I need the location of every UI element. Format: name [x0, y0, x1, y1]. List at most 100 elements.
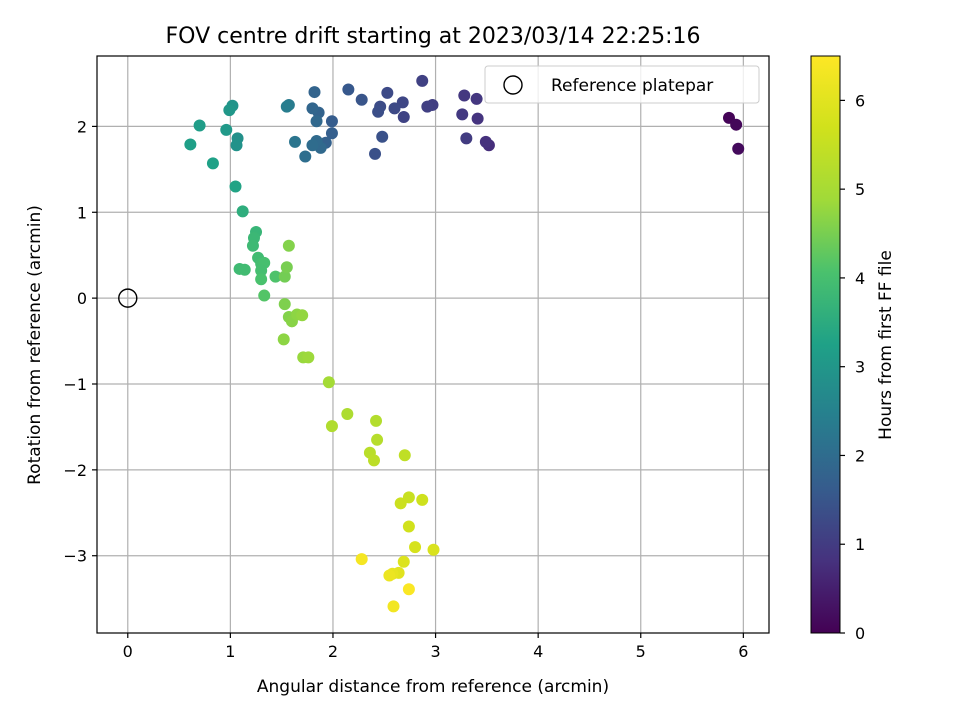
data-point [470, 92, 483, 105]
chart-title: FOV centre drift starting at 2023/03/14 … [166, 24, 701, 49]
x-tick-label: 6 [738, 642, 748, 661]
data-point [282, 239, 295, 252]
y-tick-label: 0 [77, 289, 87, 308]
data-point [355, 93, 368, 106]
colorbar: 0 1 2 3 4 5 6 Hours from first FF file [810, 55, 896, 643]
data-point [278, 298, 291, 311]
y-tick-label: 2 [77, 117, 87, 136]
x-tick-label: 2 [328, 642, 338, 661]
x-tick-label: 3 [430, 642, 440, 661]
data-point [310, 115, 323, 128]
data-point [732, 142, 745, 155]
colorbar-gradient [810, 55, 841, 634]
data-point [229, 180, 242, 193]
data-point [308, 86, 321, 99]
data-point [372, 105, 385, 118]
data-point [341, 408, 354, 421]
y-axis-ticks: −3 −2 −1 0 1 2 [63, 117, 97, 566]
y-axis-label: Rotation from reference (arcmin) [25, 205, 45, 485]
data-point [223, 104, 236, 117]
colorbar-tick-label: 4 [855, 269, 865, 288]
data-point [458, 89, 471, 102]
data-point [255, 264, 268, 277]
data-point [289, 135, 302, 148]
data-point [325, 420, 338, 433]
data-point [325, 115, 338, 128]
data-point [246, 239, 259, 252]
data-point [460, 132, 473, 145]
data-point [299, 150, 312, 163]
colorbar-tick-label: 0 [855, 624, 865, 643]
data-point [236, 205, 249, 218]
x-axis-label: Angular distance from reference (arcmin) [257, 677, 609, 697]
data-point [421, 100, 434, 113]
data-point [306, 139, 319, 152]
legend: Reference platepar [484, 65, 760, 104]
colorbar-label: Hours from first FF file [876, 250, 896, 440]
x-tick-label: 0 [123, 642, 133, 661]
colorbar-tick-label: 2 [855, 446, 865, 465]
colorbar-tick-label: 3 [855, 358, 865, 377]
data-point [296, 309, 309, 322]
data-point [371, 433, 384, 446]
reference-marker [118, 288, 138, 308]
data-point [306, 102, 319, 115]
data-point [394, 497, 407, 510]
data-point [370, 414, 383, 427]
colorbar-tick-label: 5 [855, 180, 865, 199]
data-point [206, 157, 219, 170]
data-point [369, 147, 382, 160]
data-point [280, 100, 293, 113]
data-point [325, 127, 338, 140]
data-point [427, 543, 440, 556]
y-tick-label: −3 [63, 547, 87, 566]
data-point [396, 96, 409, 109]
x-tick-label: 1 [225, 642, 235, 661]
colorbar-ticks: 0 1 2 3 4 5 6 [840, 91, 865, 643]
data-point [342, 83, 355, 96]
data-point [402, 520, 415, 533]
legend-label: Reference platepar [551, 76, 713, 96]
data-point [416, 74, 429, 87]
colorbar-tick-label: 6 [855, 91, 865, 110]
data-point [193, 119, 206, 132]
data-point [398, 449, 411, 462]
data-point [302, 351, 315, 364]
data-point [278, 270, 291, 283]
data-point [416, 493, 429, 506]
y-tick-label: −2 [63, 461, 87, 480]
data-point [184, 138, 197, 151]
data-point [479, 135, 492, 148]
data-point [456, 108, 469, 121]
data-point [376, 130, 389, 143]
x-axis-ticks: 0 1 2 3 4 5 6 [123, 633, 748, 661]
legend-box [484, 65, 760, 104]
colorbar-tick-label: 1 [855, 535, 865, 554]
data-point [258, 289, 271, 302]
data-point [383, 569, 396, 582]
data-point [355, 553, 368, 566]
data-point [230, 139, 243, 152]
data-point [388, 102, 401, 115]
data-point [402, 491, 415, 504]
data-points [184, 74, 745, 613]
legend-marker [503, 75, 523, 95]
data-point [368, 454, 381, 467]
data-point [397, 110, 410, 123]
plot-frame [96, 55, 770, 634]
data-point [730, 118, 743, 131]
data-point [238, 263, 251, 276]
y-tick-label: −1 [63, 375, 87, 394]
x-tick-label: 5 [636, 642, 646, 661]
data-point [381, 86, 394, 99]
grid [97, 56, 769, 633]
data-point [269, 270, 282, 283]
reference-point [118, 288, 138, 308]
data-point [471, 112, 484, 125]
data-point [397, 555, 410, 568]
data-point [255, 273, 268, 286]
data-point [387, 600, 400, 613]
data-point [322, 376, 335, 389]
x-tick-label: 4 [533, 642, 543, 661]
